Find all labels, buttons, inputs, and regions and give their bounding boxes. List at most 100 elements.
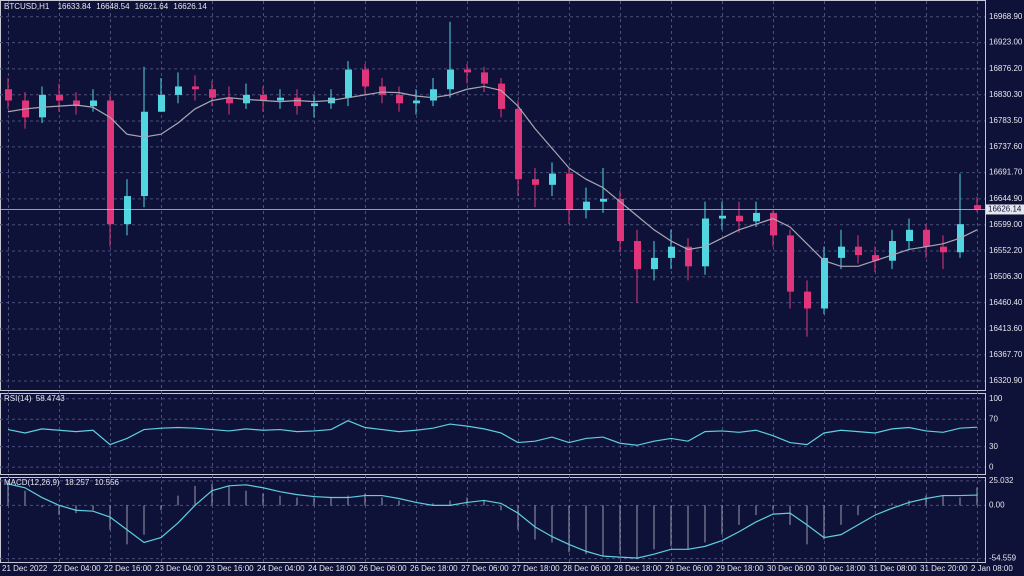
y-tick-label: 16876.20 bbox=[989, 64, 1023, 73]
y-tick-label: 16460.40 bbox=[989, 298, 1023, 307]
candle-body bbox=[226, 97, 233, 104]
candle-body bbox=[311, 103, 318, 107]
candle-body bbox=[413, 100, 420, 104]
candle-body bbox=[906, 229, 913, 242]
y-tick-label: 16367.70 bbox=[989, 350, 1023, 359]
x-tick-label: 22 Dec 16:00 bbox=[104, 564, 152, 573]
x-tick-label: 30 Dec 06:00 bbox=[767, 564, 815, 573]
macd-last: 18.257 bbox=[65, 478, 90, 487]
candle-body bbox=[821, 257, 828, 309]
last-high: 16648.54 bbox=[96, 2, 130, 11]
candle-body bbox=[685, 246, 692, 267]
candle-body bbox=[719, 215, 726, 219]
candle-body bbox=[974, 205, 981, 210]
rsi-last: 58.4743 bbox=[36, 394, 65, 403]
x-tick-label: 2 Jan 08:00 bbox=[971, 564, 1013, 573]
candle-body bbox=[277, 97, 284, 101]
signal-last: 10.556 bbox=[95, 478, 120, 487]
y-tick-label: 16830.30 bbox=[989, 90, 1023, 99]
candle-body bbox=[39, 94, 46, 118]
x-tick-label: 23 Dec 04:00 bbox=[155, 564, 203, 573]
candle-body bbox=[498, 83, 505, 109]
candle-body bbox=[124, 196, 131, 225]
y-tick-label: 16691.70 bbox=[989, 168, 1023, 177]
candle-body bbox=[566, 173, 573, 211]
y-tick-label: -54.559 bbox=[989, 554, 1017, 563]
y-tick-label: 16783.50 bbox=[989, 116, 1023, 125]
candle-body bbox=[90, 100, 97, 107]
candle-body bbox=[481, 72, 488, 84]
candle-body bbox=[56, 94, 63, 101]
candle-body bbox=[141, 111, 148, 197]
candle-body bbox=[464, 69, 471, 73]
x-tick-label: 31 Dec 08:00 bbox=[869, 564, 917, 573]
y-tick-label: 25.032 bbox=[989, 476, 1014, 485]
current-price-box bbox=[986, 204, 1024, 215]
candle-body bbox=[107, 100, 114, 225]
x-tick-label: 29 Dec 18:00 bbox=[716, 564, 764, 573]
y-tick-label: 16552.20 bbox=[989, 246, 1023, 255]
candle-body bbox=[379, 86, 386, 95]
candle-body bbox=[549, 173, 556, 185]
candle-body bbox=[923, 229, 930, 247]
last-open: 16633.84 bbox=[58, 2, 92, 11]
y-tick-label: 30 bbox=[989, 442, 998, 451]
candle-body bbox=[872, 255, 879, 261]
x-tick-label: 26 Dec 18:00 bbox=[410, 564, 458, 573]
last-low: 16621.64 bbox=[135, 2, 169, 11]
candle-body bbox=[770, 212, 777, 236]
macd-panel bbox=[0, 477, 986, 563]
rsi-title: RSI(14) bbox=[4, 394, 32, 403]
x-tick-label: 24 Dec 18:00 bbox=[308, 564, 356, 573]
candle-body bbox=[855, 246, 862, 256]
last-close: 16626.14 bbox=[173, 2, 207, 11]
candle-body bbox=[787, 235, 794, 292]
y-tick-label: 16320.90 bbox=[989, 376, 1023, 385]
chart-header: BTCUSD,H1 16633.84 16648.54 16621.64 166… bbox=[4, 2, 207, 11]
y-tick-label: 100 bbox=[989, 394, 1003, 403]
candle-body bbox=[617, 198, 624, 242]
candle-body bbox=[192, 86, 199, 90]
candle-body bbox=[396, 94, 403, 104]
candle-body bbox=[702, 218, 709, 267]
x-tick-label: 22 Dec 04:00 bbox=[53, 564, 101, 573]
candle-body bbox=[600, 198, 607, 202]
candle-body bbox=[158, 94, 165, 112]
candle-body bbox=[5, 89, 12, 101]
signal-line bbox=[7, 483, 978, 559]
candle-body bbox=[634, 241, 641, 270]
x-tick-label: 31 Dec 20:00 bbox=[920, 564, 968, 573]
candle-body bbox=[940, 246, 947, 253]
y-tick-label: 16413.60 bbox=[989, 324, 1023, 333]
candle-body bbox=[73, 100, 80, 107]
candle-body bbox=[668, 246, 675, 258]
y-tick-label: 16968.90 bbox=[989, 12, 1023, 21]
candle-body bbox=[889, 241, 896, 261]
x-tick-label: 24 Dec 04:00 bbox=[257, 564, 305, 573]
x-tick-label: 26 Dec 06:00 bbox=[359, 564, 407, 573]
x-tick-label: 27 Dec 18:00 bbox=[512, 564, 560, 573]
rsi-header: RSI(14) 58.4743 bbox=[4, 394, 65, 403]
candle-body bbox=[736, 215, 743, 222]
rsi-line bbox=[7, 420, 978, 446]
y-tick-label: 0 bbox=[989, 462, 994, 471]
main-panel bbox=[0, 0, 986, 391]
symbol: BTCUSD,H1 bbox=[4, 2, 50, 11]
x-tick-label: 27 Dec 06:00 bbox=[461, 564, 509, 573]
candle-body bbox=[175, 86, 182, 95]
y-tick-label: 70 bbox=[989, 414, 998, 423]
y-tick-label: 0.00 bbox=[989, 500, 1005, 509]
candle-body bbox=[838, 246, 845, 258]
x-tick-label: 30 Dec 18:00 bbox=[818, 564, 866, 573]
candle-body bbox=[294, 97, 301, 107]
candle-body bbox=[260, 94, 267, 101]
candle-body bbox=[804, 291, 811, 309]
macd-title: MACD(12,26,9) bbox=[4, 478, 60, 487]
candle-body bbox=[345, 69, 352, 98]
candle-body bbox=[583, 201, 590, 211]
moving-average bbox=[7, 85, 978, 267]
